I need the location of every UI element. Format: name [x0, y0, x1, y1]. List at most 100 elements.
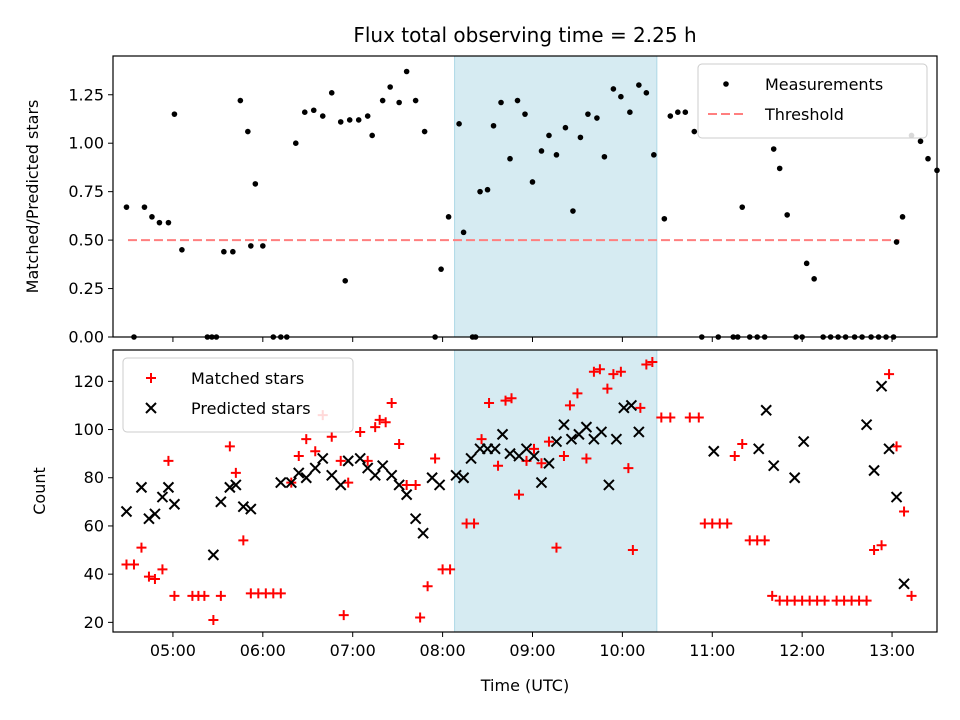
y-tick-label: 0.75 — [68, 182, 104, 201]
measurement-point — [529, 179, 536, 185]
measurement-point — [165, 219, 172, 226]
measurement-point — [141, 204, 148, 210]
matched-star-point — [876, 540, 887, 551]
matched-star-point — [401, 479, 412, 490]
measurement-point — [770, 146, 777, 152]
measurement-point — [577, 134, 584, 141]
legend-marker — [723, 81, 729, 87]
matched-star-point — [343, 477, 354, 488]
matched-star-point — [355, 426, 366, 437]
predicted-star-point — [230, 479, 242, 491]
measurement-point — [301, 109, 308, 115]
matched-star-point — [370, 422, 381, 433]
matched-star-point — [767, 590, 778, 601]
matched-star-point — [819, 595, 830, 606]
predicted-star-point — [335, 479, 347, 491]
matched-star-point — [430, 453, 441, 464]
predicted-star-point — [156, 491, 169, 503]
y-tick-label: 0.25 — [68, 279, 104, 298]
predicted-star-point — [409, 513, 422, 525]
matched-star-point — [238, 535, 249, 546]
matched-star-point — [602, 383, 613, 394]
matched-star-point — [380, 417, 391, 428]
matched-star-point — [469, 518, 480, 529]
predicted-star-point — [528, 450, 540, 462]
matched-star-point — [275, 588, 286, 599]
measurement-point — [245, 128, 251, 135]
y-axis-label: Matched/Predicted stars — [23, 100, 42, 294]
matched-star-point — [693, 412, 704, 423]
predicted-star-point — [618, 402, 630, 414]
measurement-point — [412, 97, 419, 104]
predicted-star-point — [224, 481, 236, 494]
matched-star-point — [224, 441, 235, 452]
matched-star-point — [422, 581, 433, 592]
matched-star-point — [884, 369, 895, 380]
measurement-point — [456, 121, 462, 127]
y-tick-label: 1.25 — [68, 85, 104, 104]
matched-star-point — [514, 489, 525, 500]
measurement-point — [484, 186, 491, 193]
predicted-star-point — [760, 404, 772, 416]
matched-star-point — [493, 460, 504, 471]
matched-star-point — [899, 506, 910, 517]
predicted-star-point — [457, 472, 470, 484]
measurement-point — [925, 155, 931, 162]
matched-star-point — [410, 479, 421, 490]
predicted-star-point — [797, 435, 810, 448]
predicted-star-point — [168, 498, 181, 510]
matched-star-point — [615, 366, 626, 377]
measurement-point — [346, 117, 353, 123]
x-tick-label: 12:00 — [779, 641, 825, 660]
matched-star-point — [594, 364, 605, 375]
measurement-point — [123, 204, 130, 210]
measurement-point — [601, 153, 608, 160]
matched-star-point — [136, 542, 147, 553]
predicted-star-point — [369, 469, 381, 482]
matched-star-point — [623, 463, 634, 474]
measurement-point — [643, 90, 650, 96]
matched-star-point — [558, 451, 569, 462]
matched-star-point — [149, 573, 160, 584]
x-tick-label: 06:00 — [240, 641, 286, 660]
measurement-point — [585, 111, 591, 117]
measurement-point — [618, 93, 624, 100]
matched-star-point — [230, 467, 241, 478]
predicted-star-point — [215, 496, 227, 508]
measurement-point — [379, 97, 386, 104]
legend-label: Measurements — [765, 75, 883, 94]
measurement-point — [438, 266, 444, 272]
measurement-point — [149, 214, 155, 220]
measurement-point — [237, 97, 244, 104]
matched-star-point — [891, 441, 902, 452]
matched-star-point — [684, 412, 695, 423]
legend-label: Predicted stars — [191, 399, 311, 418]
predicted-star-point — [354, 452, 366, 465]
matched-star-point — [143, 571, 154, 582]
matched-star-point — [476, 434, 487, 445]
predicted-star-point — [565, 433, 578, 445]
measurement-point — [364, 113, 371, 119]
predicted-star-point — [417, 527, 429, 539]
ratio-panel: 0.00 0.25 0.50 0.75 1.00 1.25 Matched/Predicte… — [23, 55, 940, 347]
matched-star-point — [635, 402, 646, 413]
matched-star-point — [335, 455, 346, 466]
measurement-point — [171, 111, 178, 117]
measurement-point — [328, 90, 335, 96]
predicted-star-point — [558, 419, 570, 431]
predicted-star-point — [433, 479, 446, 491]
predicted-star-point — [550, 435, 563, 448]
measurement-point — [387, 84, 393, 90]
y-tick-label: 0.00 — [68, 328, 104, 347]
measurement-point — [776, 165, 783, 172]
predicted-star-point — [162, 481, 175, 494]
measurement-point — [899, 214, 906, 220]
measurement-point — [179, 246, 185, 253]
measurement-point — [651, 152, 657, 158]
measurement-point — [682, 109, 689, 115]
matched-star-point — [169, 590, 180, 601]
matched-star-point — [861, 595, 872, 606]
matched-star-point — [737, 439, 748, 449]
x-axis-label: Time (UTC) — [480, 676, 569, 695]
matched-star-point — [581, 453, 592, 464]
